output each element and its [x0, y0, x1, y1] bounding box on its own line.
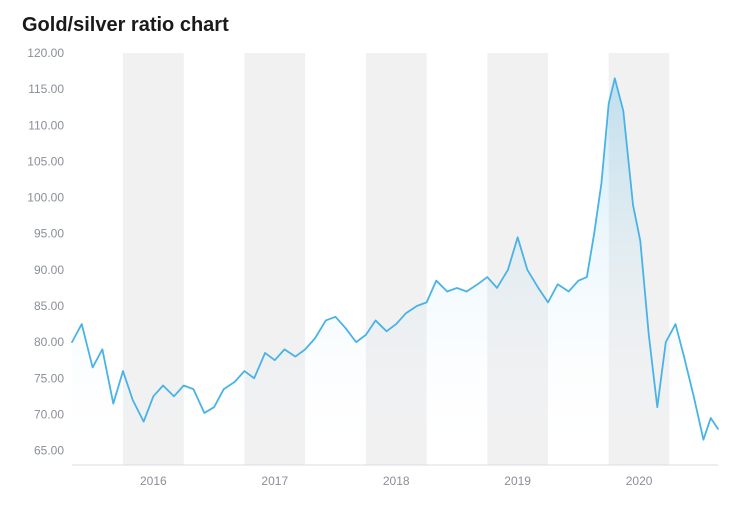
- y-tick-label: 85.00: [34, 299, 64, 313]
- chart-title: Gold/silver ratio chart: [22, 14, 728, 37]
- y-tick-label: 70.00: [34, 407, 64, 421]
- y-tick-label: 75.00: [34, 371, 64, 385]
- y-tick-label: 65.00: [34, 444, 64, 458]
- y-tick-label: 80.00: [34, 335, 64, 349]
- y-tick-label: 100.00: [27, 191, 64, 205]
- x-tick-label: 2017: [261, 474, 288, 488]
- chart-canvas: 65.00 70.00 75.00 80.00 85.00 90.00 95.00 100.0…: [22, 43, 728, 495]
- y-tick-label: 115.00: [28, 82, 64, 96]
- x-tick-label: 2019: [504, 474, 531, 488]
- y-tick-label: 105.00: [27, 154, 64, 168]
- y-tick-label: 95.00: [34, 227, 64, 241]
- y-tick-label: 90.00: [34, 263, 64, 277]
- x-tick-label: 2020: [626, 474, 653, 488]
- y-tick-label: 110.00: [28, 118, 64, 132]
- x-tick-label: 2018: [383, 474, 410, 488]
- y-tick-label: 120.00: [27, 46, 64, 60]
- x-tick-label: 2016: [140, 474, 167, 488]
